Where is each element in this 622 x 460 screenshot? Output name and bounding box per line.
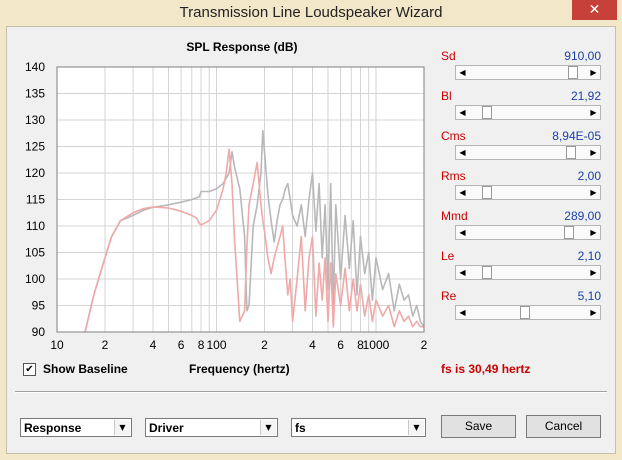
param-value: 21,92 — [570, 89, 601, 103]
scrollbar-thumb[interactable] — [482, 266, 492, 279]
y-tick-label: 115 — [26, 193, 45, 207]
checkbox-box[interactable]: ✔ — [23, 363, 36, 376]
scrollbar-thumb[interactable] — [482, 186, 492, 199]
window-title: Transmission Line Loudspeaker Wizard — [179, 4, 443, 21]
scroll-left-icon[interactable]: ◀ — [459, 188, 466, 197]
scroll-right-icon[interactable]: ▶ — [590, 68, 597, 77]
x-tick-label: 4 — [309, 338, 316, 352]
x-tick-label: 10 — [50, 338, 64, 352]
param-name: Mmd — [441, 209, 468, 223]
view-dropdown[interactable]: Response ▼ — [20, 418, 132, 437]
wizard-panel: SPL Response (dB) 90 95 100 105 110 115 120 125… — [6, 26, 616, 454]
y-tick-label: 125 — [25, 140, 45, 154]
scroll-right-icon[interactable]: ▶ — [590, 148, 597, 157]
scroll-right-icon[interactable]: ▶ — [590, 308, 597, 317]
chevron-down-icon[interactable]: ▼ — [260, 420, 276, 435]
scrollbar-thumb[interactable] — [520, 306, 530, 319]
scrollbar-thumb[interactable] — [568, 66, 578, 79]
param-name: Cms — [441, 129, 466, 143]
param-scrollbar[interactable]: ◀ ▶ — [455, 145, 601, 160]
scroll-left-icon[interactable]: ◀ — [459, 308, 466, 317]
scroll-left-icon[interactable]: ◀ — [459, 148, 466, 157]
param-value: 2,10 — [577, 249, 601, 263]
param-value: 2,00 — [577, 169, 601, 183]
param-name: Rms — [441, 169, 466, 183]
close-button[interactable]: ✕ — [572, 0, 617, 20]
y-tick-label: 110 — [26, 219, 45, 233]
x-tick-label: 8 — [198, 338, 205, 352]
param-scrollbar[interactable]: ◀ ▶ — [455, 65, 601, 80]
chevron-down-icon[interactable]: ▼ — [408, 420, 424, 435]
scroll-right-icon[interactable]: ▶ — [590, 228, 597, 237]
plot-border — [56, 66, 425, 333]
param-scrollbar[interactable]: ◀ ▶ — [455, 265, 601, 280]
y-tick-label: 105 — [25, 246, 45, 260]
chevron-down-icon[interactable]: ▼ — [114, 420, 130, 435]
param-name: Sd — [441, 49, 456, 63]
save-button[interactable]: Save — [441, 415, 516, 438]
fs-status: fs is 30,49 hertz — [441, 362, 531, 376]
x-tick-label: 100 — [206, 338, 226, 352]
title-bar: Transmission Line Loudspeaker Wizard ✕ — [0, 0, 622, 25]
show-baseline-label: Show Baseline — [43, 362, 128, 376]
series-line-2 — [84, 148, 424, 333]
param-row-sd: Sd 910,00 ◀ ▶ — [441, 49, 603, 81]
scrollbar-thumb[interactable] — [482, 106, 492, 119]
scroll-left-icon[interactable]: ◀ — [459, 108, 466, 117]
scrollbar-thumb[interactable] — [564, 226, 574, 239]
separator — [15, 391, 607, 393]
x-tick-label: 6 — [178, 338, 185, 352]
scroll-right-icon[interactable]: ▶ — [590, 188, 597, 197]
param-scrollbar[interactable]: ◀ ▶ — [455, 185, 601, 200]
scroll-right-icon[interactable]: ▶ — [590, 108, 597, 117]
series-line-1 — [84, 129, 425, 333]
y-tick-label: 100 — [25, 272, 45, 286]
view-dropdown-value: Response — [24, 421, 82, 435]
param-row-rms: Rms 2,00 ◀ ▶ — [441, 169, 603, 201]
y-tick-label: 90 — [32, 325, 46, 339]
component-dropdown[interactable]: Driver ▼ — [145, 418, 278, 437]
x-tick-label: 8 — [357, 338, 364, 352]
param-row-le: Le 2,10 ◀ ▶ — [441, 249, 603, 281]
cancel-button[interactable]: Cancel — [526, 415, 601, 438]
x-tick-label: 1000 — [363, 338, 390, 352]
scroll-right-icon[interactable]: ▶ — [590, 268, 597, 277]
param-value: 8,94E-05 — [552, 129, 601, 143]
chart-title: SPL Response (dB) — [186, 40, 298, 54]
x-axis-label: Frequency (hertz) — [189, 362, 290, 376]
parameter-dropdown[interactable]: fs ▼ — [291, 418, 426, 437]
y-tick-label: 135 — [25, 87, 45, 101]
y-tick-label: 95 — [32, 299, 46, 313]
param-name: Bl — [441, 89, 452, 103]
component-dropdown-value: Driver — [149, 421, 184, 435]
scroll-left-icon[interactable]: ◀ — [459, 228, 466, 237]
param-value: 910,00 — [564, 49, 601, 63]
x-tick-label: 2 — [102, 338, 109, 352]
param-name: Le — [441, 249, 455, 263]
param-row-mmd: Mmd 289,00 ◀ ▶ — [441, 209, 603, 241]
param-name: Re — [441, 289, 457, 303]
x-tick-label: 2 — [261, 338, 268, 352]
x-tick-label: 4 — [150, 338, 157, 352]
param-row-re: Re 5,10 ◀ ▶ — [441, 289, 603, 321]
y-tick-label: 140 — [25, 60, 45, 74]
scroll-left-icon[interactable]: ◀ — [459, 68, 466, 77]
param-row-cms: Cms 8,94E-05 ◀ ▶ — [441, 129, 603, 161]
y-tick-label: 130 — [25, 113, 45, 127]
param-scrollbar[interactable]: ◀ ▶ — [455, 305, 601, 320]
parameter-dropdown-value: fs — [295, 421, 306, 435]
scroll-left-icon[interactable]: ◀ — [459, 268, 466, 277]
scrollbar-thumb[interactable] — [566, 146, 576, 159]
x-tick-label: 2 — [421, 338, 428, 352]
y-tick-label: 120 — [25, 166, 45, 180]
param-scrollbar[interactable]: ◀ ▶ — [455, 225, 601, 240]
param-row-bl: Bl 21,92 ◀ ▶ — [441, 89, 603, 121]
param-value: 5,10 — [577, 289, 601, 303]
param-value: 289,00 — [564, 209, 601, 223]
param-scrollbar[interactable]: ◀ ▶ — [455, 105, 601, 120]
x-tick-label: 6 — [337, 338, 344, 352]
